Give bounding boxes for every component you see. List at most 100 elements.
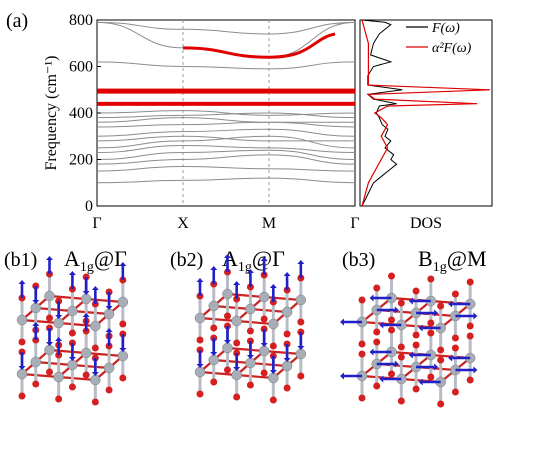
oxygen-atom [451, 388, 459, 396]
bond [35, 306, 73, 313]
metal-atom [80, 347, 92, 359]
oxygen-atom [224, 312, 231, 320]
metal-atom [295, 348, 307, 360]
bond [213, 358, 251, 365]
metal-atom [90, 374, 101, 386]
arrow-head [394, 306, 399, 314]
metal-atom [90, 320, 101, 332]
arrow-head [105, 306, 113, 310]
arrow-head [68, 357, 76, 361]
oxygen-atom [82, 371, 90, 379]
metal-atom [194, 312, 206, 324]
phonon-band [96, 61, 356, 70]
oxygen-atom [224, 366, 231, 374]
panel-b3-mode: B1g@M [418, 246, 487, 275]
oxygen-atom [283, 384, 291, 392]
metal-atom [30, 356, 41, 368]
arrow-head [32, 300, 40, 304]
panel-b1-label: (b1) [4, 249, 37, 271]
arrow-head [105, 328, 113, 332]
bond [250, 307, 288, 314]
oxygen-atom [466, 332, 474, 340]
metal-atom [44, 344, 55, 356]
metal-atom [16, 368, 28, 380]
panel-b1-mode: A1g@Γ [64, 246, 127, 275]
oxygen-atom [437, 302, 445, 310]
panel-a-label: (a) [6, 10, 28, 32]
oxygen-atom [233, 393, 241, 401]
oxygen-atom [412, 331, 420, 339]
y-tick-label: 800 [69, 12, 93, 29]
metal-atom [222, 342, 233, 354]
bond [236, 373, 274, 380]
bond [199, 370, 237, 377]
metal-atom [222, 288, 233, 300]
y-tick-label: 400 [69, 105, 93, 122]
arrow-head [233, 367, 241, 371]
panel-b2-title: (b2) A1g@Γ [170, 246, 285, 275]
arrow-head [196, 364, 204, 368]
metal-atom [53, 371, 64, 383]
oxygen-atom [373, 284, 381, 292]
oxygen-atom [397, 353, 405, 361]
bond [250, 361, 288, 368]
oxygen-atom [466, 376, 474, 384]
arrow-head [283, 272, 291, 276]
oxygen-atom [260, 369, 268, 377]
dos-a2F-curve [361, 19, 491, 207]
legend-label-F: F(ω) [431, 21, 460, 36]
arrow-head [68, 271, 76, 275]
phonon-band [96, 145, 356, 154]
bond [58, 321, 96, 328]
highlight-band-M-dip [182, 32, 336, 59]
arrow-head [269, 284, 277, 288]
arrow-head [418, 324, 423, 332]
oxygen-atom [427, 329, 435, 337]
oxygen-atom [412, 287, 420, 295]
panel-b1-title: (b1) A1g@Γ [4, 246, 127, 275]
oxygen-atom [427, 373, 435, 381]
dos-legend: F(ω) α²F(ω) [406, 21, 472, 56]
phonon-band [96, 135, 356, 149]
arrow-head [46, 256, 53, 260]
arrow-head [260, 343, 268, 347]
phonon-band [96, 110, 356, 116]
oxygen-atom [412, 385, 420, 393]
oxygen-atom [246, 381, 254, 389]
oxygen-atom [466, 278, 474, 286]
arrow-head [196, 278, 204, 282]
y-tick-label: 600 [69, 59, 93, 76]
bond [21, 318, 59, 325]
arrow-head [119, 348, 127, 352]
metal-atom [295, 294, 307, 306]
highlight-band-500 [97, 88, 355, 94]
oxygen-atom [466, 322, 474, 330]
highlight-band-440 [97, 101, 355, 106]
oxygen-atom [18, 338, 26, 346]
oxygen-atom [210, 324, 218, 332]
arrow-head [119, 262, 127, 266]
oxygen-atom [427, 319, 435, 327]
oxygen-atom [210, 378, 218, 386]
oxygen-atom [91, 398, 99, 406]
phonon-band [96, 21, 356, 35]
oxygen-atom [119, 320, 127, 328]
metal-atom [258, 291, 270, 303]
metal-atom [258, 345, 270, 357]
oxygen-atom [358, 340, 366, 348]
metal-atom [67, 305, 78, 317]
oxygen-atom [196, 336, 204, 344]
arrow-head [91, 286, 99, 290]
y-axis-label: Frequency (cm⁻¹) [43, 56, 60, 171]
oxygen-atom [451, 334, 459, 342]
arrow-head [448, 300, 453, 308]
y-tick-label: 0 [85, 198, 93, 215]
metal-atom [80, 293, 92, 305]
phonon-band [96, 117, 355, 123]
bond [49, 348, 87, 355]
arrow-head [340, 372, 344, 380]
arrow-head [224, 340, 231, 344]
arrow-head [340, 318, 344, 326]
phonon-band [96, 177, 356, 184]
crystal-structure-b1 [16, 256, 129, 406]
